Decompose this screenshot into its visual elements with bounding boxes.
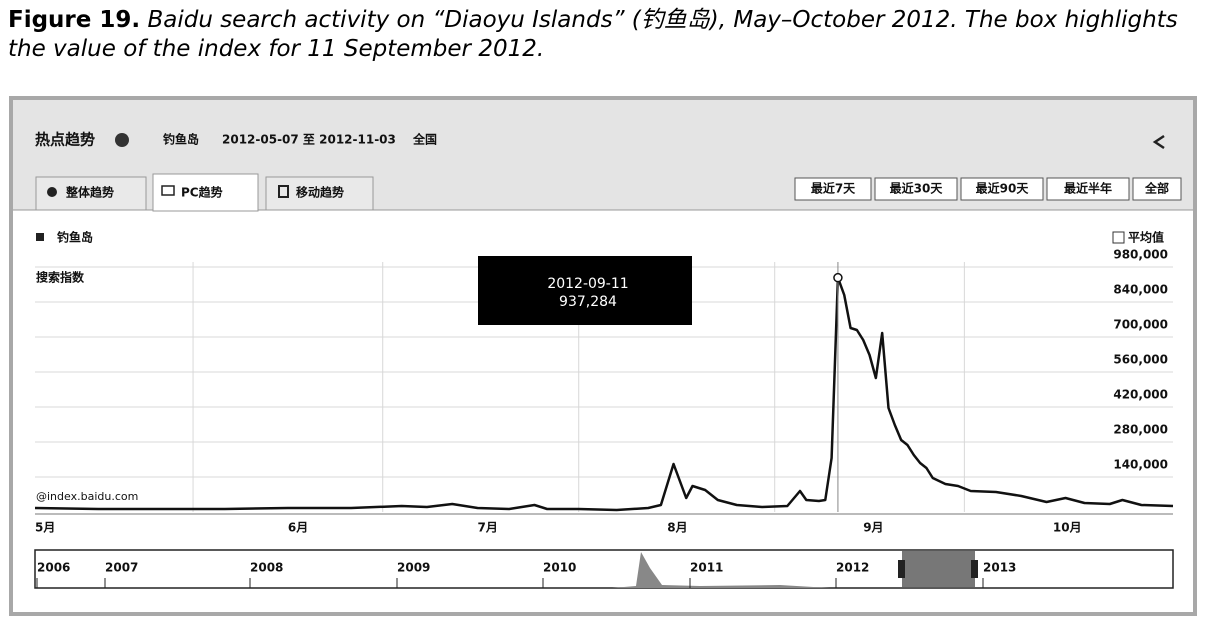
x-tick-label: 5月 xyxy=(35,521,55,535)
y-tick-label: 280,000 xyxy=(1113,423,1168,437)
timeline-selection[interactable] xyxy=(902,551,975,587)
range-button[interactable] xyxy=(1046,177,1130,201)
tab-icon xyxy=(278,185,289,198)
range-button-label: 最近半年 xyxy=(1064,181,1112,196)
legend-swatch xyxy=(36,233,44,241)
tab-active[interactable] xyxy=(152,173,259,212)
y-tick-label: 840,000 xyxy=(1113,283,1168,297)
timeline-handle[interactable] xyxy=(898,560,905,578)
range-button[interactable] xyxy=(1132,177,1182,201)
x-tick-label: 9月 xyxy=(863,521,883,535)
tab-label: 移动趋势 xyxy=(296,185,344,200)
caption-label: Figure 19. xyxy=(8,7,141,33)
series-line xyxy=(34,276,1174,512)
help-icon[interactable] xyxy=(115,133,129,147)
tab-icon xyxy=(47,187,57,197)
timeline-year: 2012 xyxy=(836,561,869,575)
caption-text: Baidu search activity on “Diaoyu Islands… xyxy=(8,7,1178,62)
share-icon[interactable] xyxy=(1152,134,1165,150)
keyword: 钓鱼岛 xyxy=(163,132,199,147)
y-axis-label: 搜索指数 xyxy=(36,270,85,285)
y-tick-label: 700,000 xyxy=(1113,318,1168,332)
y-tick-label: 560,000 xyxy=(1113,353,1168,367)
hover-point xyxy=(833,272,843,283)
timeline-year: 2009 xyxy=(397,561,430,575)
tooltip-date: 2012-09-11 xyxy=(547,276,628,292)
tab-label: PC趋势 xyxy=(181,185,223,200)
y-tick-label: 420,000 xyxy=(1113,388,1168,402)
range-button[interactable] xyxy=(874,177,958,201)
range-button-label: 最近7天 xyxy=(811,181,856,196)
x-tick-label: 7月 xyxy=(478,521,498,535)
legend-label: 钓鱼岛 xyxy=(57,230,93,245)
tab-icon xyxy=(161,185,175,196)
x-tick-label: 6月 xyxy=(288,521,308,535)
timeline-year: 2010 xyxy=(543,561,576,575)
region: 全国 xyxy=(412,132,437,147)
avg-label: 平均值 xyxy=(1128,230,1164,245)
caption: Figure 19. Baidu search activity on “Dia… xyxy=(8,6,1198,64)
tab-label: 整体趋势 xyxy=(65,185,114,200)
tab[interactable] xyxy=(265,176,374,211)
timeline-year: 2011 xyxy=(690,561,723,575)
range-button-label: 最近90天 xyxy=(976,181,1030,196)
timeline-year: 2006 xyxy=(37,561,70,575)
range-button[interactable] xyxy=(794,177,872,201)
range-button[interactable] xyxy=(960,177,1044,201)
tooltip xyxy=(478,256,692,325)
y-tick-label: 980,000 xyxy=(1113,248,1168,262)
timeline-handle[interactable] xyxy=(971,560,978,578)
range-button-label: 全部 xyxy=(1144,181,1169,196)
avg-checkbox[interactable] xyxy=(1112,231,1125,244)
range-button-label: 最近30天 xyxy=(890,181,944,196)
timeline-year: 2008 xyxy=(250,561,283,575)
timeline-year: 2013 xyxy=(983,561,1016,575)
x-tick-label: 8月 xyxy=(667,521,687,535)
y-tick-label: 140,000 xyxy=(1113,458,1168,472)
title: 热点趋势 xyxy=(35,131,95,149)
x-tick-label: 10月 xyxy=(1053,521,1082,535)
range: 2012-05-07 至 2012-11-03 xyxy=(222,133,396,147)
watermark: @index.baidu.com xyxy=(36,490,138,503)
timeline-year: 2007 xyxy=(105,561,138,575)
tooltip-value: 937,284 xyxy=(559,294,617,310)
